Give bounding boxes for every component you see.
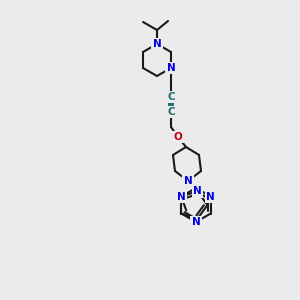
Text: C: C [167,107,175,117]
Text: N: N [184,176,192,186]
Text: N: N [192,217,200,227]
Text: O: O [174,132,182,142]
Text: N: N [177,191,186,202]
Text: N: N [167,63,176,73]
Text: N: N [206,191,215,202]
Text: C: C [167,92,175,102]
Text: N: N [193,186,202,196]
Text: N: N [153,39,161,49]
